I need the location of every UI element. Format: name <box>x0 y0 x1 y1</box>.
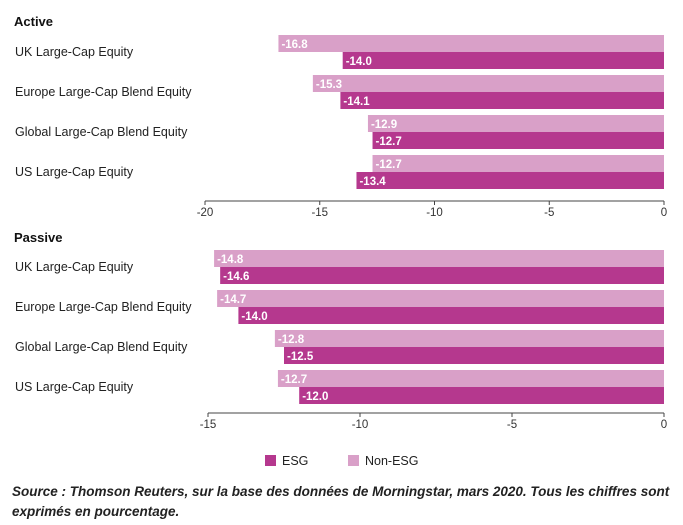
bar-esg <box>284 347 664 364</box>
category-label: Global Large-Cap Blend Equity <box>15 340 188 354</box>
category-label: US Large-Cap Equity <box>15 380 134 394</box>
bar-non-esg <box>312 75 664 92</box>
x-tick-label: 0 <box>661 419 667 431</box>
bar-non-esg <box>278 35 664 52</box>
bar-non-esg <box>367 115 664 132</box>
bar-value-label: -12.7 <box>376 159 402 171</box>
bar-non-esg <box>274 330 664 347</box>
bar-value-label: -12.9 <box>371 119 397 131</box>
bar-value-label: -12.0 <box>302 391 328 403</box>
category-label: UK Large-Cap Equity <box>15 260 134 274</box>
bar-value-label: -12.7 <box>281 374 307 386</box>
x-tick-label: 0 <box>661 207 667 219</box>
category-label: Europe Large-Cap Blend Equity <box>15 85 192 99</box>
x-tick-label: -5 <box>507 419 517 431</box>
x-tick-label: -10 <box>352 419 369 431</box>
bar-value-label: -14.6 <box>223 271 249 283</box>
panel-title-0: Active <box>14 14 53 29</box>
bar-value-label: -12.7 <box>376 136 402 148</box>
bar-non-esg <box>372 155 664 172</box>
bar-esg <box>372 132 664 149</box>
x-tick-label: -5 <box>544 207 554 219</box>
bar-value-label: -14.1 <box>343 96 370 108</box>
bar-non-esg <box>214 250 664 267</box>
x-tick-label: -15 <box>311 207 328 219</box>
bar-value-label: -14.8 <box>217 254 244 266</box>
x-tick-label: -10 <box>426 207 443 219</box>
category-label: US Large-Cap Equity <box>15 165 134 179</box>
bar-non-esg <box>217 290 664 307</box>
source-note: Source : Thomson Reuters, sur la base de… <box>12 484 670 519</box>
bar-value-label: -12.8 <box>278 334 305 346</box>
x-tick-label: -20 <box>197 207 214 219</box>
bar-esg <box>340 92 664 109</box>
bar-value-label: -13.4 <box>359 176 386 188</box>
bar-esg <box>299 387 664 404</box>
category-label: Global Large-Cap Blend Equity <box>15 125 188 139</box>
bar-value-label: -14.0 <box>241 311 267 323</box>
chart: Active UK Large-Cap Equity -16.8 -14.0 Europ… <box>14 14 667 468</box>
bar-esg <box>220 267 664 284</box>
panel-title-1: Passive <box>14 230 62 245</box>
category-label: UK Large-Cap Equity <box>15 45 134 59</box>
category-label: Europe Large-Cap Blend Equity <box>15 300 192 314</box>
legend-label: ESG <box>282 454 308 468</box>
bar-esg <box>238 307 664 324</box>
bar-esg <box>356 172 664 189</box>
legend-swatch-non-esg <box>348 455 359 466</box>
bar-value-label: -15.3 <box>316 79 342 91</box>
bar-value-label: -14.0 <box>346 56 372 68</box>
bar-value-label: -14.7 <box>220 294 246 306</box>
bar-esg <box>342 52 664 69</box>
legend-label: Non-ESG <box>365 454 419 468</box>
legend-swatch-esg <box>265 455 276 466</box>
bar-non-esg <box>277 370 664 387</box>
bar-value-label: -16.8 <box>281 39 308 51</box>
x-tick-label: -15 <box>200 419 217 431</box>
bar-value-label: -12.5 <box>287 351 314 363</box>
